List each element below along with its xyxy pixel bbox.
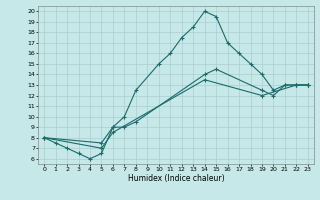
X-axis label: Humidex (Indice chaleur): Humidex (Indice chaleur) [128,174,224,183]
